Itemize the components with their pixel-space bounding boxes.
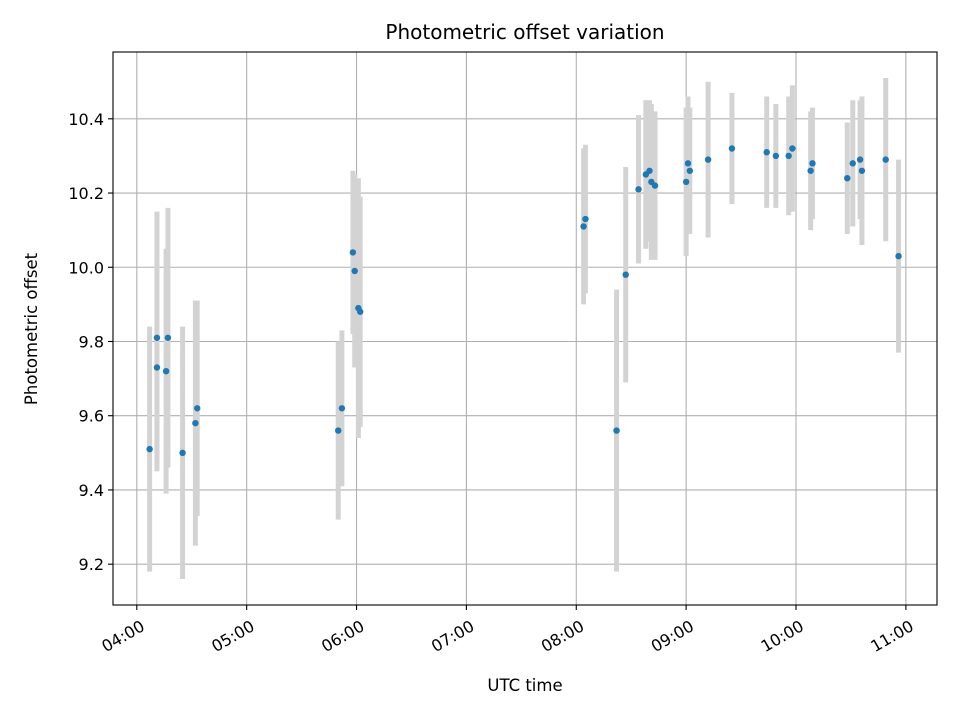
- data-point: [153, 334, 161, 341]
- x-tick-label: 10:00: [758, 616, 807, 656]
- data-point: [682, 178, 690, 186]
- data-point: [651, 182, 659, 189]
- chart-title: Photometric offset variation: [385, 20, 664, 44]
- y-tick-label: 9.4: [79, 481, 104, 500]
- data-point: [580, 223, 587, 230]
- data-point: [789, 145, 796, 152]
- data-point: [192, 419, 199, 427]
- data-point: [349, 249, 357, 256]
- data-point: [895, 252, 902, 260]
- data-point: [807, 167, 814, 174]
- data-point: [622, 271, 629, 278]
- data-point: [146, 445, 153, 453]
- data-point: [684, 160, 692, 167]
- y-tick-label: 9.6: [79, 407, 104, 426]
- data-point: [704, 156, 712, 163]
- data-point: [785, 152, 792, 160]
- data-point: [849, 160, 856, 167]
- data-point: [882, 156, 889, 163]
- data-point: [686, 167, 693, 174]
- data-point: [153, 364, 161, 371]
- y-tick-label: 9.2: [79, 555, 104, 574]
- data-point: [162, 367, 170, 375]
- data-point: [338, 405, 346, 412]
- data-point: [856, 156, 864, 163]
- x-axis-label: UTC time: [487, 676, 562, 695]
- y-tick-label: 10.0: [68, 258, 104, 277]
- data-point: [763, 149, 770, 156]
- data-point: [164, 334, 172, 341]
- data-points: [146, 145, 902, 457]
- y-axis-label: Photometric offset: [22, 252, 41, 405]
- data-point: [357, 308, 364, 315]
- y-axis-ticks: 9.2 9.4 9.6 9.8 10.0 10.2 10.4: [68, 110, 113, 574]
- error-bars: [147, 77, 902, 580]
- data-point: [635, 186, 642, 193]
- data-point: [335, 427, 342, 434]
- y-tick-label: 9.8: [79, 332, 104, 351]
- x-tick-label: 04:00: [98, 616, 147, 656]
- data-point: [351, 267, 358, 275]
- data-point: [646, 167, 653, 174]
- data-point: [809, 160, 816, 167]
- y-tick-label: 10.2: [68, 184, 104, 203]
- x-tick-label: 07:00: [428, 616, 477, 656]
- plot-frame: [112, 51, 938, 606]
- x-tick-label: 08:00: [538, 616, 587, 656]
- data-point: [858, 167, 866, 174]
- x-tick-label: 11:00: [867, 616, 916, 656]
- data-point: [194, 405, 201, 412]
- x-tick-label: 09:00: [648, 616, 697, 656]
- data-point: [844, 174, 851, 182]
- data-point: [582, 215, 589, 223]
- x-axis-ticks: 04:00 05:00 06:00 07:00 08:00 09:00 10:00 11:00: [98, 605, 917, 656]
- data-point: [728, 145, 736, 152]
- data-point: [613, 427, 620, 434]
- data-point: [772, 152, 780, 160]
- x-tick-label: 06:00: [318, 616, 367, 656]
- x-tick-label: 05:00: [208, 616, 257, 656]
- y-tick-label: 10.4: [68, 110, 104, 129]
- data-point: [179, 449, 186, 457]
